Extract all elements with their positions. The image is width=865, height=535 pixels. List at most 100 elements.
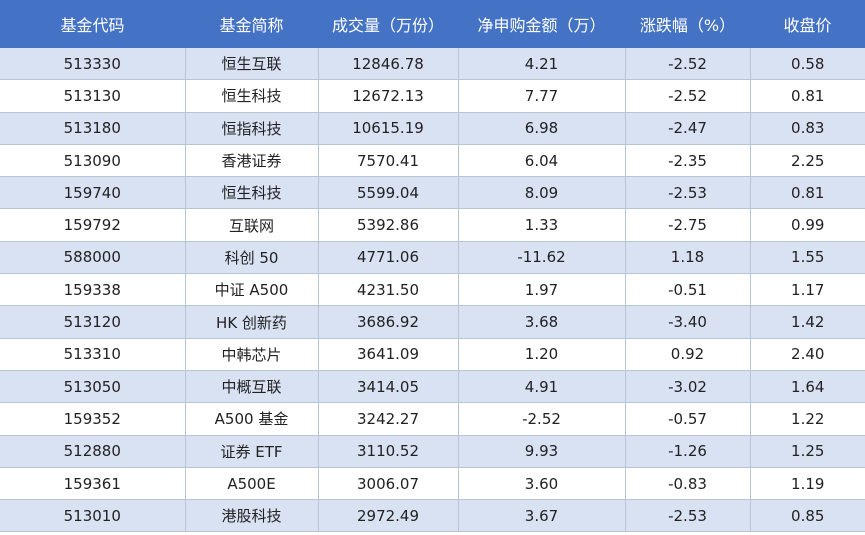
table-cell: 3110.52 [318,435,459,468]
table-cell: -2.53 [625,499,751,533]
table-cell: 1.97 [458,273,626,307]
table-cell: 科创 50 [185,241,319,275]
table-cell: 513120 [0,305,186,339]
table-cell: 互联网 [185,208,319,242]
table-cell: 1.55 [750,241,865,275]
table-cell: -2.35 [625,144,751,178]
table-cell: -2.52 [625,48,751,81]
table-cell: 中概互联 [185,370,319,404]
table-cell: 0.92 [625,338,751,371]
table-cell: 恒生互联 [185,48,319,81]
table-cell: 香港证券 [185,144,319,178]
table-cell: 3.67 [458,499,626,533]
table-cell: -0.83 [625,467,751,501]
table-cell: 159352 [0,402,186,436]
table-cell: 2.40 [750,338,865,371]
table-cell: 1.25 [750,435,865,468]
table-row: 159352 A500 基金 3242.27 -2.52 -0.57 1.22 [0,402,865,436]
table-cell: 3414.05 [318,370,459,404]
table-cell: 5392.86 [318,208,459,242]
table-cell: 4231.50 [318,273,459,307]
table-cell: 159792 [0,208,186,242]
table-cell: 4.91 [458,370,626,404]
table-row: 159338 中证 A500 4231.50 1.97 -0.51 1.17 [0,273,865,307]
table-cell: 证券 ETF [185,435,319,468]
header-cell: 基金简称 [185,0,318,48]
table-cell: -2.47 [625,112,751,145]
table-cell: 12672.13 [318,79,459,113]
table-cell: 恒生科技 [185,79,319,113]
table-row: 513180 恒指科技 10615.19 6.98 -2.47 0.83 [0,112,865,145]
table-cell: 6.04 [458,144,626,178]
table-cell: 3006.07 [318,467,459,501]
header-cell: 成交量（万份） [318,0,458,48]
table-cell: 7570.41 [318,144,459,178]
table-cell: 1.33 [458,208,626,242]
table-row: 159361 A500E 3006.07 3.60 -0.83 1.19 [0,467,865,501]
table-row: 588000 科创 50 4771.06 -11.62 1.18 1.55 [0,241,865,275]
table-cell: 1.64 [750,370,865,404]
table-row: 159792 互联网 5392.86 1.33 -2.75 0.99 [0,208,865,242]
table-row: 159740 恒生科技 5599.04 8.09 -2.53 0.81 [0,176,865,210]
table-row: 513050 中概互联 3414.05 4.91 -3.02 1.64 [0,370,865,404]
table-cell: 1.18 [625,241,751,275]
table-cell: 10615.19 [318,112,459,145]
table-cell: 0.81 [750,176,865,210]
table-cell: 7.77 [458,79,626,113]
table-cell: 588000 [0,241,186,275]
table-cell: 9.93 [458,435,626,468]
table-cell: 513130 [0,79,186,113]
table-cell: 恒生科技 [185,176,319,210]
table-cell: 0.99 [750,208,865,242]
table-row: 513090 香港证券 7570.41 6.04 -2.35 2.25 [0,144,865,178]
table-cell: 中证 A500 [185,273,319,307]
table-row: 513310 中韩芯片 3641.09 1.20 0.92 2.40 [0,338,865,371]
table-row: 512880 证券 ETF 3110.52 9.93 -1.26 1.25 [0,435,865,468]
table-cell: 3242.27 [318,402,459,436]
table-cell: 1.42 [750,305,865,339]
table-cell: -2.75 [625,208,751,242]
table-cell: 港股科技 [185,499,319,533]
header-cell: 收盘价 [750,0,865,48]
table-cell: 0.85 [750,499,865,533]
table-row: 513120 HK 创新药 3686.92 3.68 -3.40 1.42 [0,305,865,339]
table-cell: 512880 [0,435,186,468]
table-cell: 0.58 [750,48,865,81]
table-cell: 1.20 [458,338,626,371]
table-cell: 513180 [0,112,186,145]
table-cell: 3.60 [458,467,626,501]
table-cell: 0.81 [750,79,865,113]
table-cell: -2.53 [625,176,751,210]
table-cell: A500 基金 [185,402,319,436]
table-cell: 2972.49 [318,499,459,533]
table-cell: 1.19 [750,467,865,501]
table-cell: 513090 [0,144,186,178]
header-cell: 净申购金额（万） [458,0,625,48]
table-cell: 159338 [0,273,186,307]
table-cell: 2.25 [750,144,865,178]
table-cell: 159740 [0,176,186,210]
table-cell: 513310 [0,338,186,371]
table-cell: 513050 [0,370,186,404]
table-cell: HK 创新药 [185,305,319,339]
table-cell: A500E [185,467,319,501]
table-cell: -3.40 [625,305,751,339]
table-cell: -0.57 [625,402,751,436]
header-cell: 涨跌幅（%） [625,0,750,48]
header-row: 基金代码 基金简称 成交量（万份） 净申购金额（万） 涨跌幅（%） 收盘价 [0,0,865,48]
table-cell: -0.51 [625,273,751,307]
table-cell: 513010 [0,499,186,533]
table-cell: 6.98 [458,112,626,145]
table-cell: 1.17 [750,273,865,307]
table-cell: -1.26 [625,435,751,468]
table-cell: -3.02 [625,370,751,404]
table-cell: 12846.78 [318,48,459,81]
table-cell: 0.83 [750,112,865,145]
table-cell: 恒指科技 [185,112,319,145]
table-cell: 3641.09 [318,338,459,371]
table-cell: 3.68 [458,305,626,339]
table-cell: 3686.92 [318,305,459,339]
table-cell: 4771.06 [318,241,459,275]
